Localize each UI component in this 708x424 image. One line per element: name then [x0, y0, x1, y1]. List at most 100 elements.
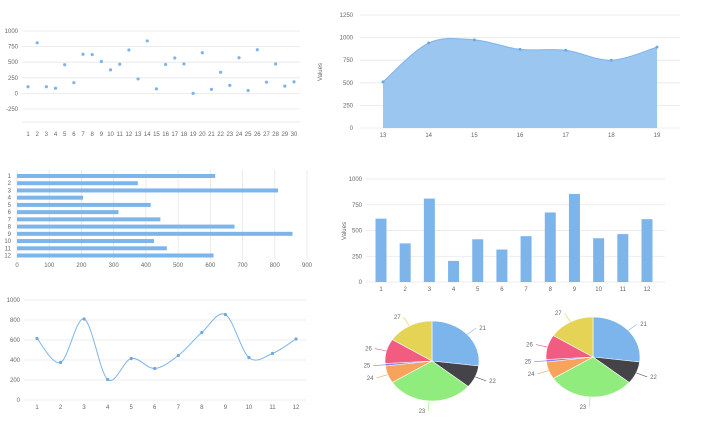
x-tick-label: 24: [236, 132, 243, 138]
scatter-point: [209, 87, 214, 92]
x-tick-label: 11: [269, 405, 276, 411]
area-fill: [383, 38, 657, 128]
line-point: [106, 377, 110, 382]
x-tick-label: 21: [208, 132, 215, 138]
scatter-point: [44, 85, 48, 89]
pie-connector: [475, 376, 487, 382]
pie-slice: [552, 316, 594, 358]
x-tick-label: 19: [190, 132, 197, 138]
pie-label: 26: [526, 343, 533, 349]
y-tick-label: 8: [8, 225, 12, 231]
area-point: [427, 41, 431, 45]
y-tick-label: 1000: [5, 29, 19, 35]
pie-label: 24: [367, 376, 374, 382]
horizontal-bar-chart: 0 100 200 300 400 500 600 700 800 900123456789101…: [4, 170, 313, 269]
scatter-point: [255, 48, 259, 52]
pie-connector: [636, 372, 648, 378]
y-tick-label: 6: [8, 210, 12, 216]
pie-connector: [376, 374, 388, 379]
scatter-point: [163, 62, 168, 67]
x-tick-label: 200: [76, 263, 87, 269]
x-tick-label: 5: [63, 132, 67, 138]
x-tick-label: 17: [562, 133, 569, 139]
x-tick-label: 500: [173, 263, 184, 269]
y-tick-label: 1000: [7, 298, 21, 304]
column-bar: [617, 234, 629, 282]
x-tick-label: 3: [45, 132, 49, 138]
y-tick-label: 1000: [340, 36, 354, 42]
scatter-point: [264, 80, 269, 84]
x-tick-label: 1: [26, 132, 30, 138]
x-tick-label: 600: [205, 263, 216, 269]
y-tick-label: 1: [8, 174, 12, 180]
x-tick-label: 16: [517, 133, 524, 139]
scatter-point: [191, 91, 195, 95]
x-tick-label: 800: [270, 263, 281, 269]
x-tick-label: 28: [272, 132, 279, 138]
y-tick-label: 750: [8, 45, 19, 51]
y-tick-label: 2: [8, 181, 12, 187]
scatter-point: [72, 81, 76, 85]
y-tick-label: 1000: [349, 177, 363, 183]
pie-connector: [535, 344, 548, 348]
column-bar: [423, 198, 435, 282]
y-tick-label: 500: [8, 60, 19, 66]
x-tick-label: 700: [238, 263, 249, 269]
x-tick-label: 2: [36, 132, 40, 138]
y-tick-label: 600: [10, 338, 21, 344]
column-bar: [496, 249, 508, 282]
pie-connector: [373, 364, 386, 367]
column-bar: [544, 212, 556, 282]
pie-label: 27: [394, 315, 401, 321]
y-tick-label: 7: [8, 217, 12, 223]
line-point: [82, 317, 86, 321]
column-bar: [399, 243, 411, 282]
x-tick-label: 25: [245, 132, 252, 138]
scatter-point: [173, 56, 177, 60]
scatter-point: [127, 48, 131, 52]
x-tick-label: 14: [425, 133, 432, 139]
y-tick-label: 400: [10, 358, 21, 364]
y-tick-label: 800: [10, 318, 21, 324]
pie-connector: [467, 327, 477, 335]
bar: [17, 253, 214, 258]
column-bar: [568, 193, 580, 282]
x-tick-label: 400: [141, 263, 152, 269]
scatter-point: [90, 52, 94, 57]
x-tick-label: 9: [100, 132, 104, 138]
x-tick-label: 27: [263, 132, 270, 138]
x-tick-label: 2: [59, 405, 63, 411]
scatter-point: [136, 77, 140, 81]
x-tick-label: 13: [135, 132, 142, 138]
y-tick-label: 9: [8, 232, 12, 238]
x-tick-label: 10: [246, 405, 253, 411]
pie-connector: [427, 400, 430, 411]
x-tick-label: 10: [595, 287, 602, 293]
area-point: [609, 58, 613, 62]
pie-connector: [374, 348, 387, 352]
x-tick-label: 5: [130, 405, 134, 411]
scatter-point: [26, 85, 30, 89]
x-tick-label: 5: [476, 287, 480, 293]
y-tick-label: 3: [8, 188, 12, 194]
pie-label: 21: [640, 322, 647, 328]
scatter-point: [200, 51, 204, 55]
x-tick-label: 8: [91, 132, 95, 138]
series-line: [36, 313, 297, 382]
pie-slice: [552, 356, 630, 398]
pie-connector: [537, 370, 549, 375]
scatter-point: [228, 83, 232, 87]
scatter-point: [237, 56, 241, 60]
pie-label: 23: [580, 405, 587, 411]
x-tick-label: 13: [380, 133, 387, 139]
pie-chart: 21 22 23 24 25 26 27: [525, 311, 658, 411]
x-tick-label: 900: [302, 263, 313, 269]
x-tick-label: 9: [224, 405, 228, 411]
bar: [17, 224, 235, 229]
x-tick-label: 29: [281, 132, 288, 138]
y-tick-label: 0: [15, 91, 19, 97]
line-point: [247, 355, 251, 360]
y-tick-label: 500: [352, 229, 363, 235]
x-tick-label: 1: [379, 287, 383, 293]
